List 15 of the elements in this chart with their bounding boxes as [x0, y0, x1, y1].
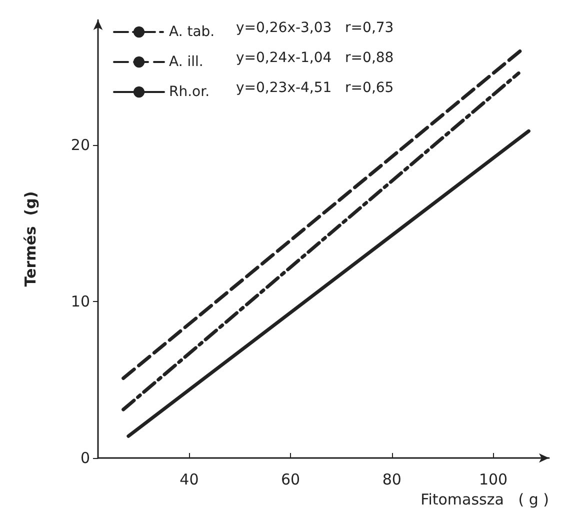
legend-label: A. ill.: [169, 54, 204, 70]
x-tick-label: 100: [478, 470, 508, 488]
y-tick-label: 20: [70, 136, 90, 154]
x-tick-label: 60: [281, 470, 300, 488]
legend-label: Rh.or.: [169, 84, 210, 100]
annotation: y=0,24x-1,04 r=0,88: [236, 50, 394, 66]
x-tick-label: 40: [180, 470, 199, 488]
annotation: y=0,26x-3,03 r=0,73: [236, 20, 394, 36]
x-axis-title: Fitomassza ( g ): [420, 490, 549, 508]
x-tick-label: 80: [382, 470, 402, 488]
annotation: y=0,23x-4,51 r=0,65: [236, 80, 394, 96]
y-tick-label: 0: [80, 449, 90, 467]
y-tick-label: 10: [70, 292, 90, 311]
legend-label: A. tab.: [169, 24, 215, 40]
y-axis-title: Termés (g): [22, 191, 40, 287]
